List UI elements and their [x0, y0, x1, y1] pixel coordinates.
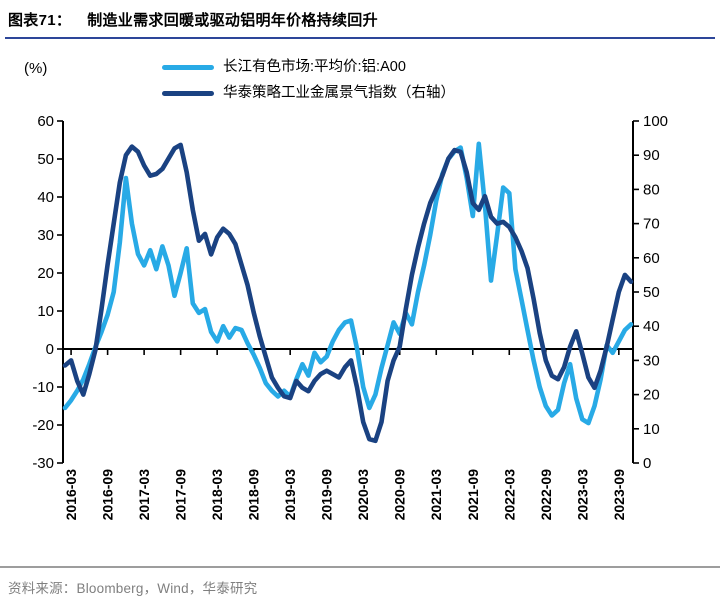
left-tick-label: -30 — [32, 455, 54, 472]
right-tick-label: 20 — [643, 387, 660, 404]
left-tick-label: 30 — [37, 227, 54, 244]
right-tick-label: 80 — [643, 181, 660, 198]
series-index-line — [62, 142, 634, 444]
x-tick-label: 2021-03 — [428, 469, 444, 521]
figure-number: 图表71： — [8, 12, 72, 29]
figure-footer: 资料来源：Bloomberg，Wind，华泰研究 — [0, 566, 720, 612]
figure-title: 制造业需求回暖或驱动铝明年价格持续回升 — [87, 12, 378, 29]
left-tick-label: 10 — [37, 303, 54, 320]
x-tick-label: 2023-03 — [574, 469, 590, 521]
x-tick-label: 2020-03 — [355, 469, 371, 521]
x-tick-label: 2017-03 — [136, 469, 152, 521]
x-tick-label: 2021-09 — [465, 469, 481, 521]
legend-item-metal-index: 华泰策略工业金属景气指数（右轴） — [162, 85, 455, 102]
series-aluminum-line — [62, 141, 634, 426]
right-tick-label: 10 — [643, 421, 660, 438]
left-tick-label: -10 — [32, 379, 54, 396]
right-tick-label: 50 — [643, 284, 660, 301]
right-tick-label: 40 — [643, 318, 660, 335]
index-series-swatch — [162, 91, 214, 96]
x-tick-label: 2018-09 — [246, 469, 262, 521]
x-tick-label: 2022-03 — [501, 469, 517, 521]
figure-header: 图表71： 制造业需求回暖或驱动铝明年价格持续回升 — [8, 9, 712, 30]
x-tick-label: 2016-03 — [63, 469, 79, 521]
legend-item-aluminum-price: 长江有色市场:平均价:铝:A00 — [162, 59, 455, 76]
legend-label-aluminum: 长江有色市场:平均价:铝:A00 — [223, 59, 406, 75]
title-underline — [5, 37, 715, 39]
left-tick-label: 60 — [37, 113, 54, 130]
x-axis: 2016-03 2016-09 2017-03 2017-09 2018-03 2018-… — [63, 348, 633, 521]
left-tick-label: 50 — [37, 151, 54, 168]
left-tick-label: 40 — [37, 189, 54, 206]
x-tick-label: 2023-09 — [611, 469, 627, 521]
right-tick-label: 90 — [643, 147, 660, 164]
x-tick-label: 2016-09 — [100, 469, 116, 521]
aluminum-series-swatch — [162, 65, 214, 70]
right-tick-label: 30 — [643, 352, 660, 369]
x-tick-label: 2018-03 — [209, 469, 225, 521]
source-note: 资料来源：Bloomberg，Wind，华泰研究 — [8, 581, 258, 596]
chart-legend: 长江有色市场:平均价:铝:A00 华泰策略工业金属景气指数（右轴） — [162, 59, 455, 102]
legend-label-index: 华泰策略工业金属景气指数（右轴） — [223, 85, 455, 101]
right-tick-label: 100 — [643, 113, 668, 130]
left-tick-label: -20 — [32, 417, 54, 434]
x-tick-label: 2019-09 — [319, 469, 335, 521]
left-tick-label: 20 — [37, 265, 54, 282]
right-tick-label: 60 — [643, 250, 660, 267]
right-tick-label: 70 — [643, 216, 660, 233]
x-tick-label: 2022-09 — [538, 469, 554, 521]
x-tick-label: 2017-09 — [173, 469, 189, 521]
x-tick-label: 2019-03 — [282, 469, 298, 521]
x-tick-label: 2020-09 — [392, 469, 408, 521]
left-axis-unit-label: (%) — [24, 60, 48, 77]
left-tick-label: 0 — [46, 341, 54, 358]
right-tick-label: 0 — [643, 455, 651, 472]
y-axis-left: 60 50 40 30 20 10 0 -10 -20 -30 — [32, 113, 64, 472]
